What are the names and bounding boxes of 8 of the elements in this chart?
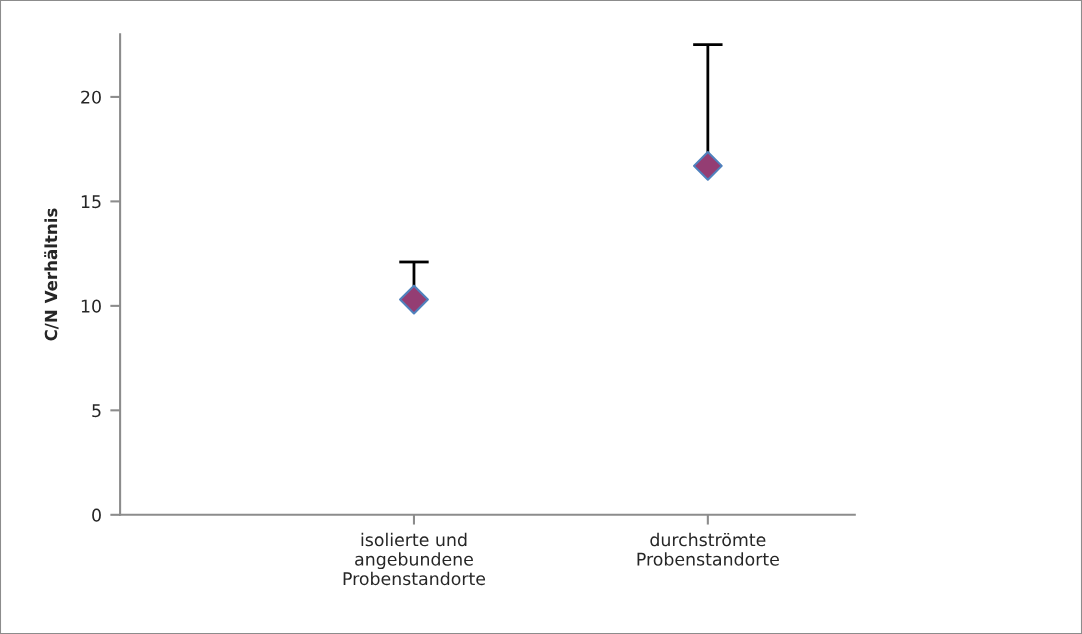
y-tick-label: 0 [92,508,101,522]
x-tick-label: durchströmte Probenstandorte [637,532,779,566]
y-axis-title: C/N Verhältnis [44,208,59,341]
y-tick-label: 5 [92,404,101,418]
x-tick-label: isolierte und angebundene Probenstandorte [343,532,486,586]
y-tick-label: 10 [81,299,101,313]
y-tick-label: 15 [81,195,101,209]
y-tick-label: 20 [81,90,101,104]
